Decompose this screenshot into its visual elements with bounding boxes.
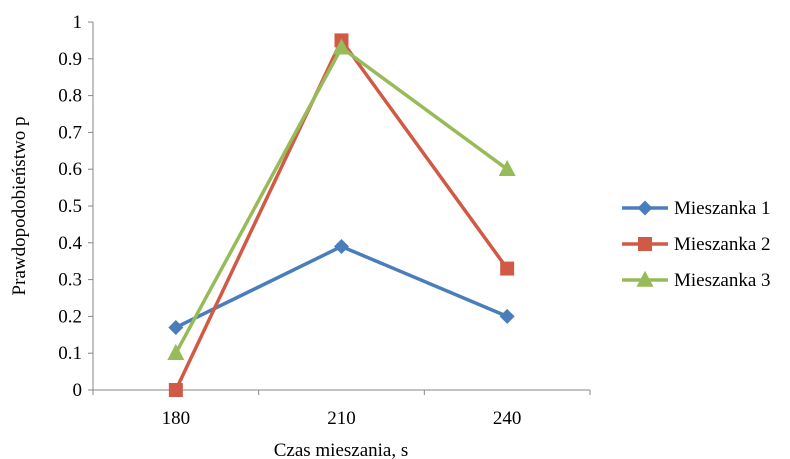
y-tick-label: 0.9 — [58, 49, 82, 70]
data-point-triangle — [498, 159, 516, 176]
y-tick-label: 0.3 — [58, 270, 82, 291]
data-point-square — [500, 261, 515, 276]
data-point-triangle — [167, 343, 185, 360]
y-tick-label: 0 — [73, 380, 83, 401]
legend-item: Mieszanka 1 — [622, 198, 771, 219]
legend-label: Mieszanka 1 — [674, 198, 771, 219]
plot-axes — [92, 22, 590, 391]
y-tick-label: 0.6 — [58, 159, 82, 180]
series-3 — [167, 38, 516, 360]
legend-item: Mieszanka 2 — [622, 234, 771, 255]
data-point-triangle — [333, 38, 350, 55]
data-point-diamond — [499, 308, 515, 324]
series-line — [174, 38, 509, 391]
y-tick-label: 0.1 — [58, 343, 82, 364]
y-tick-label: 0.8 — [58, 86, 82, 107]
y-tick-label: 0.4 — [58, 233, 82, 254]
legend-marker-triangle — [636, 270, 654, 287]
series-layer — [167, 33, 516, 397]
legend-item: Mieszanka 3 — [622, 270, 771, 291]
series-1 — [168, 238, 515, 335]
x-ticks: 180 210 240 — [92, 390, 591, 429]
y-ticks: 0 0.1 0.2 0.3 0.4 0.5 0.6 0.7 0.8 0.9 1 — [58, 12, 93, 401]
x-tick-label: 240 — [493, 408, 522, 429]
y-axis-title: Prawdopodobieństwo p — [9, 117, 30, 296]
y-tick-label: 1 — [73, 12, 83, 33]
y-tick-label: 0.5 — [58, 196, 82, 217]
x-tick-label: 180 — [162, 408, 191, 429]
y-tick-label: 0.2 — [58, 306, 82, 327]
data-point-diamond — [168, 319, 184, 335]
x-axis-title: Czas mieszania, s — [274, 440, 409, 459]
legend-marker-square — [638, 237, 652, 251]
series-2 — [168, 33, 515, 397]
y-tick-label: 0.7 — [58, 122, 82, 143]
data-point-square — [168, 383, 183, 397]
x-tick-label: 210 — [327, 408, 356, 429]
legend: Mieszanka 1 Mieszanka 2 Mieszanka 3 — [622, 198, 771, 291]
data-point-diamond — [334, 238, 349, 254]
legend-marker-diamond — [637, 200, 653, 216]
legend-label: Mieszanka 2 — [674, 234, 771, 255]
legend-label: Mieszanka 3 — [674, 270, 771, 291]
